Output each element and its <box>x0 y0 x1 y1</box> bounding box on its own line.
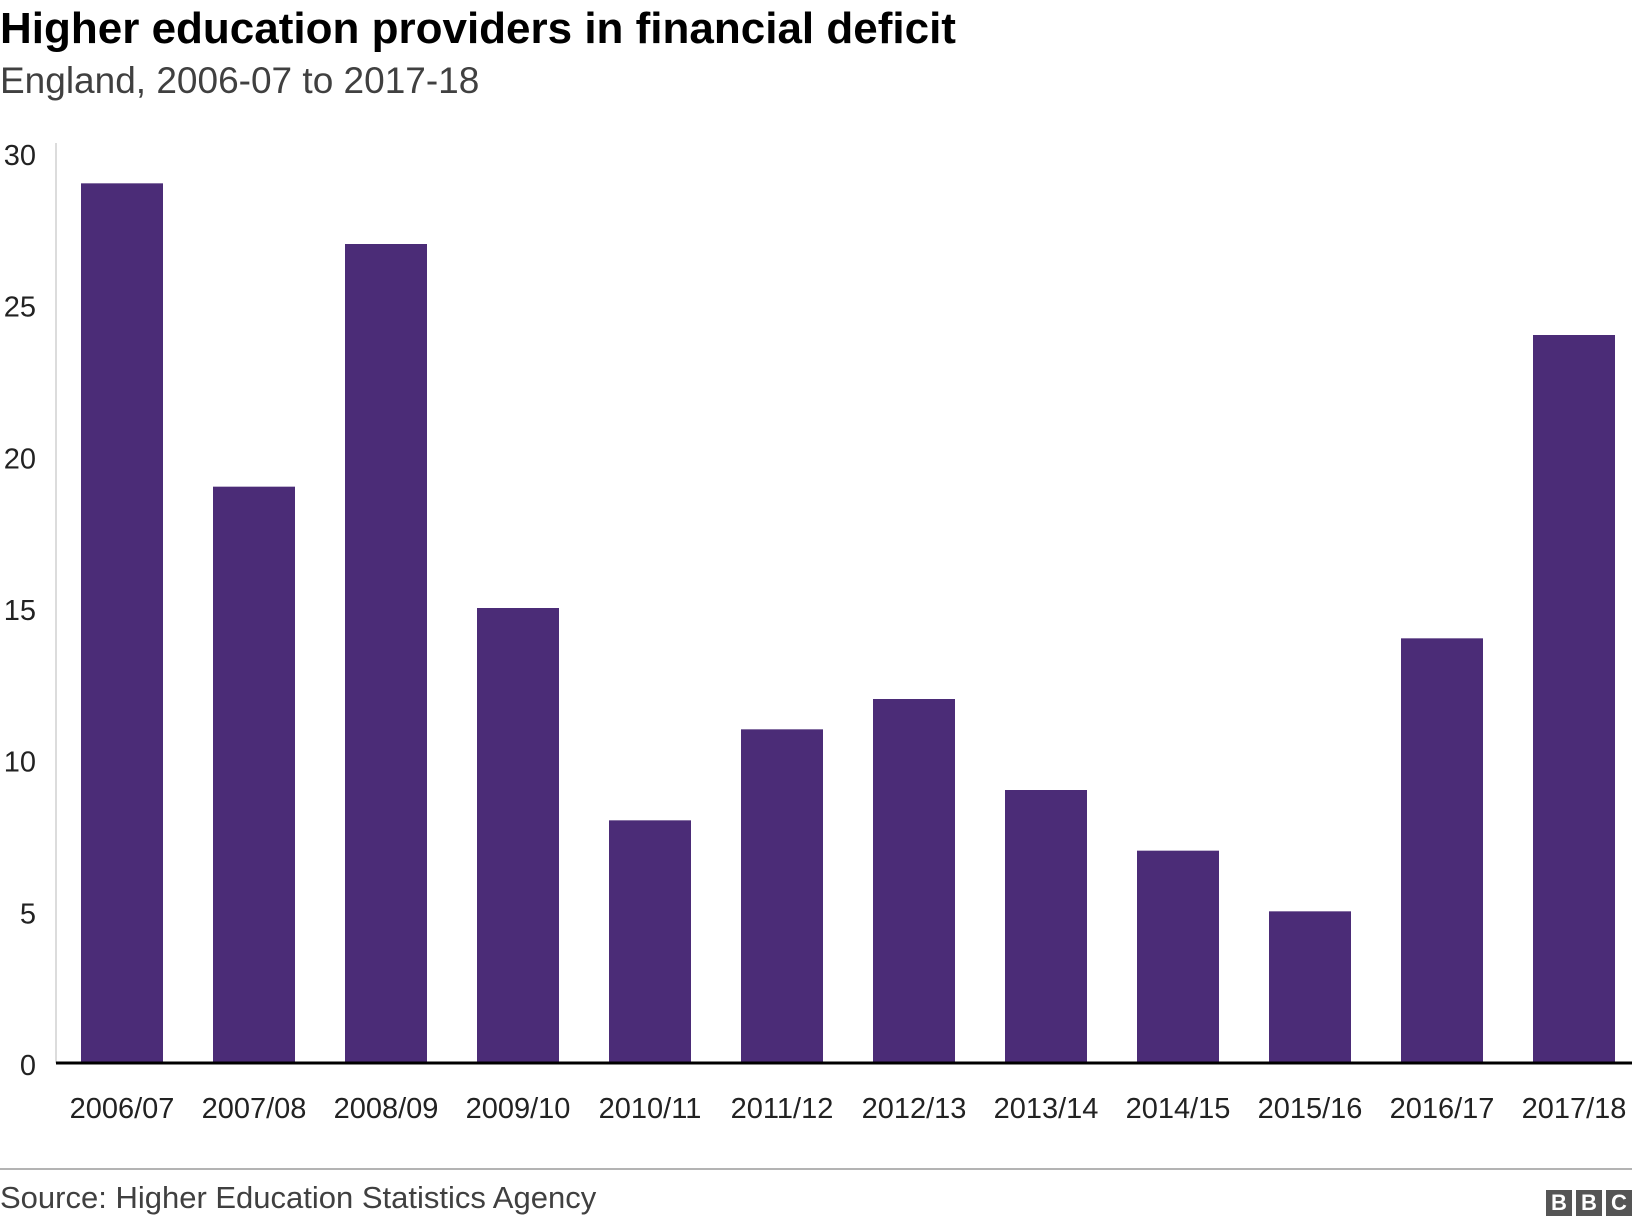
bbc-logo-block: C <box>1606 1190 1632 1216</box>
bar-2008/09 <box>345 244 427 1063</box>
chart-subtitle: England, 2006-07 to 2017-18 <box>0 60 480 101</box>
footer-divider <box>0 1168 1632 1170</box>
x-tick-label: 2016/17 <box>1390 1093 1495 1125</box>
x-tick-label: 2008/09 <box>334 1093 439 1125</box>
bar-2016/17 <box>1401 638 1483 1063</box>
source-note: Source: Higher Education Statistics Agen… <box>0 1180 597 1215</box>
x-tick-label: 2007/08 <box>202 1093 307 1125</box>
y-tick-label: 5 <box>20 898 36 930</box>
bbc-logo: B B C <box>1546 1190 1632 1216</box>
x-tick-label: 2006/07 <box>70 1093 175 1125</box>
bbc-logo-block: B <box>1576 1190 1602 1216</box>
x-tick-label: 2009/10 <box>466 1093 571 1125</box>
x-tick-label: 2015/16 <box>1258 1093 1363 1125</box>
bar-2007/08 <box>213 486 295 1064</box>
x-tick-label: 2011/12 <box>731 1093 834 1125</box>
x-tick-label: 2013/14 <box>994 1093 1099 1125</box>
bar-2017/18 <box>1533 335 1615 1063</box>
bars <box>81 183 1615 1064</box>
y-tick-label: 15 <box>4 595 36 627</box>
x-tick-label: 2010/11 <box>599 1093 702 1125</box>
x-tick-label: 2014/15 <box>1126 1093 1231 1125</box>
bar-2011/12 <box>741 729 823 1063</box>
bar-2010/11 <box>609 820 691 1063</box>
bar-2013/14 <box>1005 790 1087 1063</box>
y-axis: 0 5 10 15 20 25 30 <box>4 140 57 1082</box>
y-tick-label: 30 <box>4 140 36 172</box>
bar-2009/10 <box>477 608 559 1063</box>
bar-2012/13 <box>873 699 955 1063</box>
x-tick-label: 2012/13 <box>862 1093 967 1125</box>
bar-2014/15 <box>1137 850 1219 1063</box>
bar-2006/07 <box>81 183 163 1064</box>
x-axis: 2006/07 2007/08 2008/09 2009/10 2010/11 2011/… <box>56 1061 1632 1125</box>
bbc-logo-block: B <box>1546 1190 1572 1216</box>
y-tick-label: 20 <box>4 443 36 475</box>
x-tick-label: 2017/18 <box>1522 1093 1627 1125</box>
y-tick-label: 0 <box>20 1050 36 1082</box>
y-tick-label: 25 <box>4 292 36 324</box>
y-tick-label: 10 <box>4 747 36 779</box>
chart-title: Higher education providers in financial … <box>0 4 956 53</box>
bar-2015/16 <box>1269 911 1351 1063</box>
